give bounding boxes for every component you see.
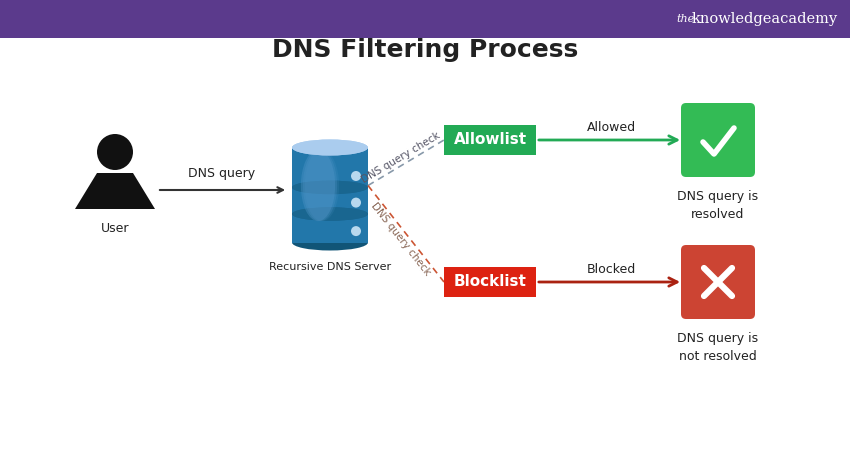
- Text: Blocklist: Blocklist: [454, 274, 526, 289]
- Text: Allowed: Allowed: [586, 121, 636, 134]
- FancyBboxPatch shape: [681, 245, 755, 319]
- Ellipse shape: [292, 140, 368, 156]
- Ellipse shape: [292, 234, 368, 251]
- Ellipse shape: [292, 207, 368, 221]
- FancyBboxPatch shape: [444, 125, 536, 155]
- Ellipse shape: [301, 150, 335, 221]
- Ellipse shape: [305, 150, 339, 221]
- Text: Allowlist: Allowlist: [453, 132, 526, 148]
- Text: DNS query check: DNS query check: [370, 200, 433, 277]
- Text: DNS query is
not resolved: DNS query is not resolved: [677, 332, 758, 363]
- Text: knowledgeacademy: knowledgeacademy: [692, 12, 838, 26]
- FancyBboxPatch shape: [444, 267, 536, 297]
- Ellipse shape: [292, 207, 368, 221]
- Bar: [0, 0, 850, 38]
- Text: User: User: [101, 222, 129, 235]
- Text: DNS query check: DNS query check: [360, 130, 442, 185]
- Circle shape: [351, 171, 361, 181]
- Circle shape: [351, 198, 361, 207]
- FancyBboxPatch shape: [681, 103, 755, 177]
- Ellipse shape: [292, 180, 368, 194]
- Text: DNS Filtering Process: DNS Filtering Process: [272, 38, 578, 62]
- Text: the: the: [676, 14, 694, 24]
- Ellipse shape: [303, 150, 337, 221]
- Circle shape: [97, 134, 133, 170]
- Text: Recursive DNS Server: Recursive DNS Server: [269, 262, 391, 273]
- Ellipse shape: [292, 140, 368, 156]
- Text: Blocked: Blocked: [586, 263, 636, 276]
- Text: DNS query is
resolved: DNS query is resolved: [677, 190, 758, 221]
- Text: DNS query: DNS query: [188, 167, 255, 180]
- Ellipse shape: [292, 180, 368, 194]
- Circle shape: [351, 226, 361, 236]
- Bar: [292, 148, 368, 243]
- Polygon shape: [75, 173, 155, 209]
